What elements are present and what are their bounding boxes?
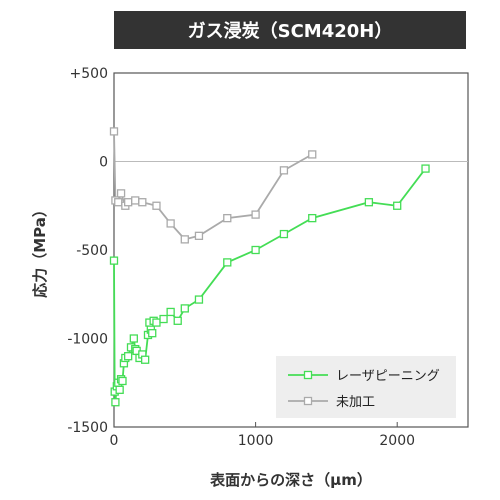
data-point	[180, 235, 189, 244]
data-point	[173, 316, 182, 325]
data-point	[194, 231, 204, 240]
data-point	[111, 398, 120, 407]
series-line	[113, 131, 313, 241]
data-point	[115, 385, 124, 394]
data-point	[180, 304, 189, 313]
y-axis-title: 応力（MPa）	[31, 202, 49, 298]
x-tick-label: 0	[110, 433, 119, 449]
data-point	[109, 256, 119, 265]
data-point	[118, 376, 127, 386]
legend-label: 未加工	[336, 395, 375, 410]
legend-box	[276, 356, 456, 418]
y-tick-label: +500	[70, 66, 108, 82]
plot-frame	[113, 72, 469, 428]
data-point	[116, 189, 126, 198]
chart-title: ガス浸炭（SCM420H）	[114, 11, 466, 49]
data-point	[421, 164, 430, 173]
legend-marker	[303, 396, 313, 406]
data-point	[159, 314, 168, 324]
data-point	[393, 201, 402, 210]
data-point	[141, 355, 150, 364]
y-tick-label: -500	[76, 243, 108, 259]
data-point	[251, 245, 260, 255]
data-point	[308, 213, 317, 223]
data-point	[109, 127, 119, 136]
data-point	[138, 198, 147, 207]
data-point	[251, 210, 260, 219]
data-point	[124, 352, 133, 361]
data-point	[131, 196, 140, 205]
data-point	[223, 213, 232, 223]
data-point	[114, 198, 123, 207]
data-point	[166, 307, 175, 317]
x-tick-label: 2000	[379, 433, 415, 449]
data-point	[124, 198, 133, 207]
data-point	[194, 295, 204, 304]
y-tick-label: 0	[99, 155, 108, 171]
legend-label: レーザピーニング	[336, 369, 440, 384]
data-point	[152, 201, 161, 210]
x-tick-label: 1000	[238, 433, 274, 449]
data-point	[148, 329, 157, 338]
data-point	[152, 318, 161, 327]
data-point	[364, 198, 374, 207]
y-tick-label: -1000	[67, 332, 108, 348]
data-point	[166, 219, 175, 228]
x-axis-title: 表面からの深さ（µm）	[210, 471, 372, 489]
legend-marker	[303, 370, 313, 380]
data-point	[279, 229, 289, 239]
data-point	[129, 334, 138, 343]
data-point	[223, 258, 232, 267]
data-point	[308, 150, 317, 159]
y-tick-label: -1500	[67, 420, 108, 436]
data-point	[279, 166, 289, 175]
